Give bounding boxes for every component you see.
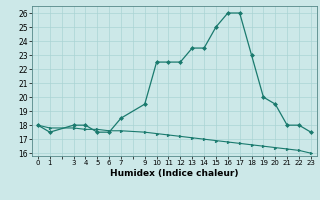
X-axis label: Humidex (Indice chaleur): Humidex (Indice chaleur) [110,169,239,178]
